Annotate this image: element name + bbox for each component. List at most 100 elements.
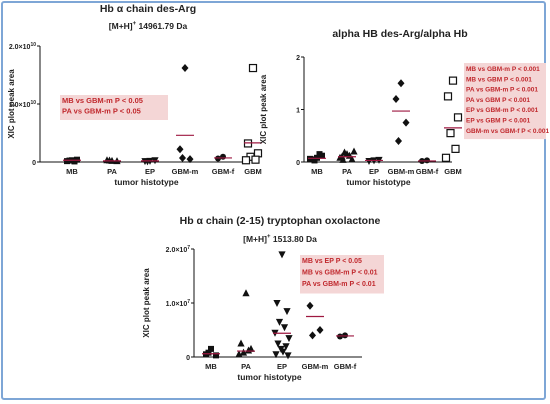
data-point	[273, 300, 281, 307]
chart-subtitle: [M+H]+ 1513.80 Da	[243, 234, 317, 244]
y-tick-label: 2.0×1010	[9, 42, 36, 51]
chart-title: Hb α chain (2-15) tryptophan oxolactone	[180, 215, 381, 227]
data-point	[275, 318, 284, 326]
data-point	[143, 158, 152, 166]
chart-subtitle: [M+H]+ 14961.79 Da	[109, 21, 188, 31]
stats-box	[60, 95, 168, 120]
x-tick-label: GBM	[444, 167, 462, 176]
x-tick-label: MB	[66, 167, 78, 176]
data-point	[237, 339, 245, 347]
stats-text: MB vs GBM-m P < 0.01	[302, 270, 378, 277]
stats-text: GBM-m vs GBM-f P < 0.001	[466, 128, 550, 135]
y-axis-label: XIC plot peak area	[7, 69, 16, 139]
data-point	[397, 79, 405, 88]
x-tick-label: GBM-m	[172, 167, 199, 176]
x-tick-label: MB	[205, 362, 217, 371]
data-point	[395, 137, 402, 145]
stats-text: MB vs GBM-m P < 0.05	[62, 96, 143, 105]
stats-text: EP vs GBM P < 0.001	[466, 118, 531, 125]
y-tick-label: 1.0×107	[166, 299, 191, 308]
data-point	[278, 251, 286, 259]
data-point	[285, 335, 293, 343]
data-point	[71, 158, 78, 165]
stats-text: PA vs GBM-m P < 0.05	[62, 107, 141, 116]
data-point	[453, 113, 463, 122]
data-point	[213, 352, 219, 359]
data-point	[208, 345, 214, 352]
data-point	[284, 352, 292, 360]
stats-text: PA vs GBM-m P < 0.01	[302, 281, 376, 288]
data-point	[448, 76, 458, 85]
chart-panel-1: Hb α chain des-Arg [M+H]+ 14961.79 Da 0 1.0…	[7, 3, 263, 187]
y-tick-label: 2	[296, 55, 300, 62]
stats-box	[300, 255, 384, 294]
data-point	[251, 155, 260, 164]
chart-panel-3: Hb α chain (2-15) tryptophan oxolactone […	[142, 215, 384, 382]
stats-text: PA vs GBM-m P < 0.001	[466, 87, 538, 94]
data-point	[181, 64, 189, 73]
data-point	[272, 351, 280, 359]
data-point	[179, 153, 186, 162]
data-point	[105, 156, 114, 164]
data-point	[248, 63, 258, 73]
x-tick-label: PA	[342, 167, 352, 176]
data-point	[402, 118, 410, 127]
y-tick-label: 0	[186, 355, 190, 362]
x-tick-label: PA	[107, 167, 117, 176]
data-point	[365, 157, 373, 165]
stats-text: PA vs GBM P < 0.001	[466, 97, 530, 104]
y-tick-label: 2.0×107	[166, 245, 191, 254]
data-point	[280, 324, 289, 332]
x-tick-label: GBM	[244, 167, 262, 176]
data-point	[306, 301, 314, 310]
x-tick-label: GBM-f	[334, 362, 357, 371]
x-tick-label: GBM-m	[302, 362, 329, 371]
data-point	[309, 331, 316, 340]
y-tick-label: 0	[32, 160, 36, 167]
data-point	[279, 348, 287, 356]
stats-text: MB vs GBM-m P < 0.001	[466, 66, 540, 73]
data-point	[186, 155, 194, 164]
data-point	[392, 95, 400, 103]
x-axis-label: tumor histotype	[237, 372, 301, 382]
data-point	[239, 348, 248, 356]
data-point	[235, 350, 243, 358]
stats-text: EP vs GBM-m P < 0.001	[466, 107, 539, 114]
data-point	[241, 156, 251, 165]
data-point	[443, 92, 453, 101]
data-point	[316, 151, 323, 158]
x-tick-label: PA	[241, 362, 251, 371]
stats-box	[464, 63, 546, 140]
chart-title: Hb α chain des-Arg	[100, 3, 196, 15]
data-point	[176, 145, 184, 154]
y-tick-label: 0	[296, 160, 300, 167]
data-point	[339, 155, 347, 163]
chart-title: alpha HB des-Arg/alpha Hb	[332, 28, 467, 40]
data-point	[283, 308, 291, 316]
data-point	[311, 157, 318, 164]
data-point	[205, 349, 212, 356]
y-tick-label: 1.0×1010	[9, 100, 36, 109]
x-tick-label: GBM-f	[212, 167, 235, 176]
data-point	[451, 144, 460, 153]
data-point	[242, 289, 250, 297]
data-point	[441, 153, 451, 162]
data-point	[348, 155, 356, 163]
x-tick-label: GBM-m	[388, 167, 415, 176]
data-point	[446, 129, 455, 138]
stats-text: MB vs EP P < 0.05	[302, 258, 362, 265]
x-tick-label: EP	[277, 362, 287, 371]
y-axis-label: XIC plot peak area	[142, 268, 151, 338]
data-point	[316, 326, 324, 334]
data-point	[274, 340, 282, 348]
y-tick-label: 1	[296, 108, 300, 115]
x-tick-label: GBM-f	[416, 167, 439, 176]
y-axis-label: XIC plot peak area	[259, 74, 268, 144]
data-point	[350, 147, 358, 155]
x-axis-label: tumor histotype	[114, 177, 178, 187]
x-tick-label: MB	[311, 167, 323, 176]
data-point	[244, 346, 253, 354]
data-point	[282, 343, 290, 351]
